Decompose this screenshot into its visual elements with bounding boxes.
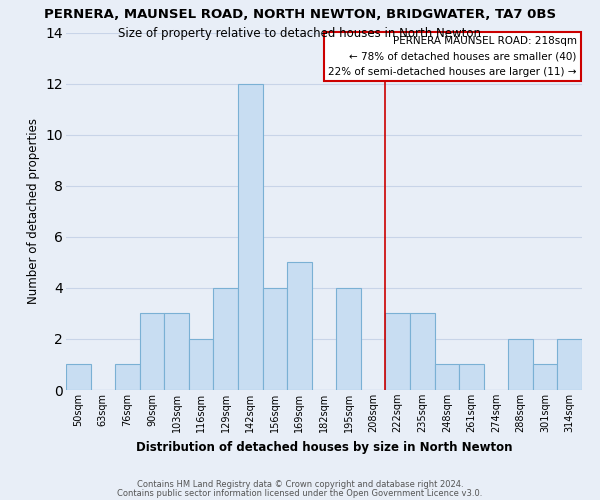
X-axis label: Distribution of detached houses by size in North Newton: Distribution of detached houses by size … <box>136 440 512 454</box>
Bar <box>189 339 214 390</box>
Text: Contains public sector information licensed under the Open Government Licence v3: Contains public sector information licen… <box>118 488 482 498</box>
Bar <box>459 364 484 390</box>
Bar <box>164 314 189 390</box>
Text: Size of property relative to detached houses in North Newton: Size of property relative to detached ho… <box>119 26 482 40</box>
Bar <box>263 288 287 390</box>
Bar <box>557 339 582 390</box>
Bar <box>533 364 557 390</box>
Bar <box>336 288 361 390</box>
Text: PERNERA MAUNSEL ROAD: 218sqm
← 78% of detached houses are smaller (40)
22% of se: PERNERA MAUNSEL ROAD: 218sqm ← 78% of de… <box>328 36 577 78</box>
Bar <box>508 339 533 390</box>
Bar <box>238 84 263 390</box>
Bar <box>287 262 312 390</box>
Bar <box>66 364 91 390</box>
Bar <box>410 314 434 390</box>
Bar <box>140 314 164 390</box>
Bar <box>434 364 459 390</box>
Bar <box>214 288 238 390</box>
Y-axis label: Number of detached properties: Number of detached properties <box>27 118 40 304</box>
Text: Contains HM Land Registry data © Crown copyright and database right 2024.: Contains HM Land Registry data © Crown c… <box>137 480 463 489</box>
Bar <box>115 364 140 390</box>
Bar <box>385 314 410 390</box>
Text: PERNERA, MAUNSEL ROAD, NORTH NEWTON, BRIDGWATER, TA7 0BS: PERNERA, MAUNSEL ROAD, NORTH NEWTON, BRI… <box>44 8 556 20</box>
